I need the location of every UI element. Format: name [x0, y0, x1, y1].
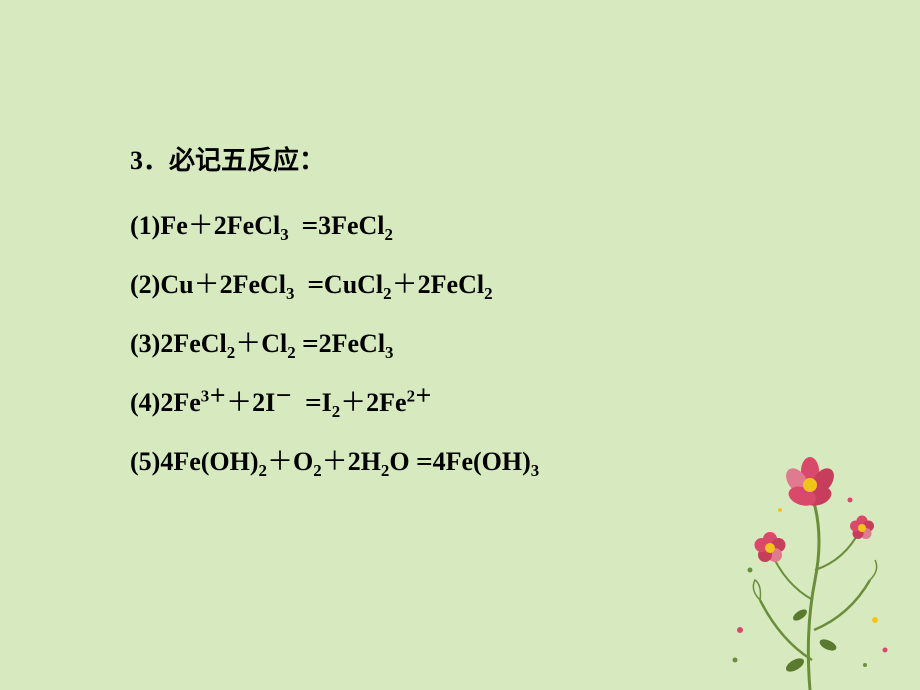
heading: 3．必记五反应： [130, 140, 539, 177]
equals-sign: === [302, 211, 304, 240]
eq-index: (4) [130, 388, 160, 417]
equation-2: (2)Cu＋2FeCl3 === CuCl2＋2FeCl2 [130, 264, 539, 301]
eq-rhs: 3FeCl2 [318, 211, 393, 240]
equation-4: (4)2Fe3＋＋2I－ === I2＋2Fe2＋ [130, 382, 539, 419]
equation-1: (1)Fe＋2FeCl3 === 3FeCl2 [130, 205, 539, 242]
eq-lhs: Cu＋2FeCl3 [160, 270, 294, 299]
slide-content: 3．必记五反应： (1)Fe＋2FeCl3 === 3FeCl2 (2)Cu＋2F… [130, 140, 539, 500]
eq-lhs: 4Fe(OH)2＋O2＋2H2O [160, 447, 409, 476]
equals-sign: === [307, 270, 309, 299]
eq-rhs: 2FeCl3 [319, 329, 394, 358]
eq-lhs: 2Fe3＋＋2I－ [160, 388, 292, 417]
heading-text: 必记五反应： [169, 146, 325, 175]
heading-number: 3 [130, 146, 143, 175]
heading-separator: ． [143, 146, 169, 175]
eq-lhs: 2FeCl2＋Cl2 [160, 329, 295, 358]
equals-sign: === [305, 388, 307, 417]
flower-decoration-icon [700, 430, 900, 690]
eq-index: (5) [130, 447, 160, 476]
eq-rhs: CuCl2＋2FeCl2 [324, 270, 493, 299]
equation-5: (5)4Fe(OH)2＋O2＋2H2O === 4Fe(OH)3 [130, 441, 539, 478]
eq-index: (3) [130, 329, 160, 358]
eq-index: (2) [130, 270, 160, 299]
eq-index: (1) [130, 211, 160, 240]
equals-sign: === [302, 329, 304, 358]
eq-rhs: I2＋2Fe2＋ [322, 388, 432, 417]
equation-3: (3)2FeCl2＋Cl2 === 2FeCl3 [130, 323, 539, 360]
equals-sign: === [416, 447, 418, 476]
eq-lhs: Fe＋2FeCl3 [160, 211, 288, 240]
eq-rhs: 4Fe(OH)3 [433, 447, 540, 476]
